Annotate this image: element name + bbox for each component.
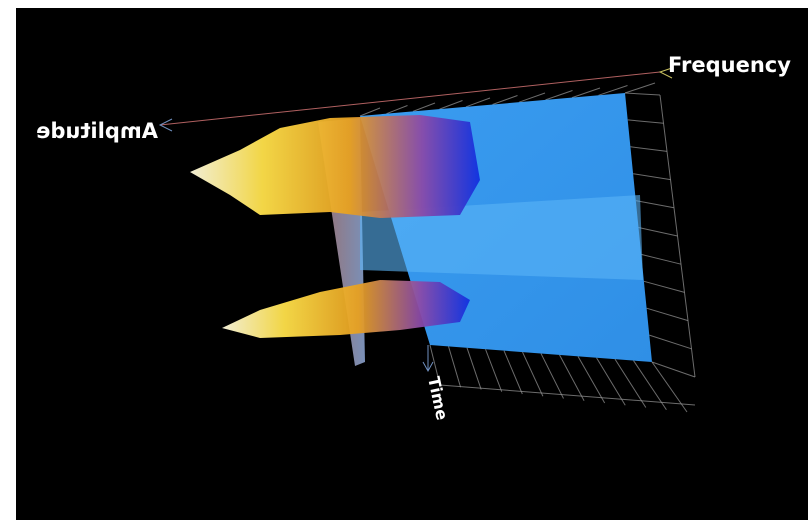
lower-peak [222,280,470,338]
grid-line [540,353,564,399]
frequency-axis [159,71,661,126]
grid-line [646,307,689,322]
grid-line [624,82,656,94]
grid-line [633,360,667,411]
grid-line [635,200,675,209]
grid-line [559,354,585,401]
amplitude-label: Amplitude [36,119,158,143]
grid-line [651,361,696,378]
grid-line [630,146,668,152]
grid-line [492,95,518,105]
grid-line [439,100,463,110]
frequency-label: Frequency [668,53,791,77]
grid-line [598,85,628,96]
grid-line [571,87,601,99]
time-arrow [422,361,434,373]
grid-line [545,90,573,101]
grid-line [465,97,491,108]
amplitude-arrow [158,118,173,132]
grid-line [518,92,546,103]
grid-line [659,94,696,378]
grid-line [643,280,685,293]
grid-line [624,92,661,96]
grid-line [485,349,503,392]
grid-line [522,351,544,397]
upper-peak [190,115,480,218]
grid-line [627,119,664,124]
grid-line [641,253,682,265]
grid-line [439,384,696,406]
grid-line [649,334,692,350]
grid-line [614,358,647,408]
grid-line [412,102,436,112]
grid-line [633,173,671,181]
grid-line [596,357,626,406]
grid-line [503,350,523,395]
grid-line [638,227,678,237]
grid-line [359,107,381,117]
frequency-arrow [658,67,673,79]
quiet-band [360,195,643,280]
grid-line [429,344,441,386]
grid [359,82,696,413]
grid-line [466,347,482,390]
grid-line [577,356,606,404]
grid-line [386,105,408,115]
grid-line [448,346,462,388]
